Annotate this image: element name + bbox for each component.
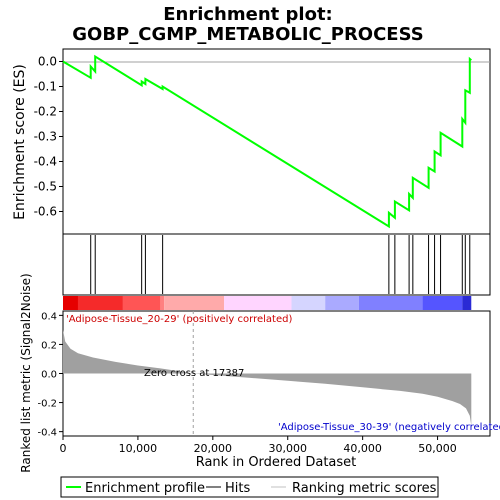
heatmap-segment <box>291 296 326 310</box>
legend-frame <box>60 476 439 498</box>
es-y-tick-label: -0.3 <box>34 130 57 144</box>
es-y-tick-label: -0.1 <box>34 80 57 94</box>
x-tick-label: 10,000 <box>119 442 158 455</box>
es-y-tick-label: -0.4 <box>34 155 57 169</box>
chart-title-line1: Enrichment plot: <box>163 4 333 25</box>
heatmap-segment <box>422 296 463 310</box>
x-tick-label: 20,000 <box>194 442 233 455</box>
x-tick-label: 30,000 <box>268 442 307 455</box>
es-y-tick-label: -0.2 <box>34 105 57 119</box>
metric-y-tick-label: -0.2 <box>37 399 57 410</box>
heatmap-segment <box>164 296 225 310</box>
heatmap-segment <box>160 296 165 310</box>
metric-y-tick-label: 0.2 <box>41 340 57 351</box>
legend-label-enrichment: Enrichment profile <box>85 481 205 496</box>
heatmap-segment <box>224 296 292 310</box>
x-axis-ticks: 0 10,000 20,000 30,000 40,000 50,000 <box>60 436 457 455</box>
x-tick-label: 50,000 <box>418 442 457 455</box>
metric-y-tick-label: -0.4 <box>37 428 57 439</box>
legend: Enrichment profile Hits Ranking metric s… <box>60 476 439 498</box>
metric-y-axis-label: Ranked list metric (Signal2Noise) <box>19 273 33 472</box>
chart-title-line2: GOBP_CGMP_METABOLIC_PROCESS <box>72 24 423 45</box>
es-y-tick-label: -0.5 <box>34 180 57 194</box>
heatmap-segment <box>358 296 423 310</box>
legend-label-hits: Hits <box>225 481 250 496</box>
hit-marks <box>90 235 471 294</box>
x-tick-label: 40,000 <box>343 442 382 455</box>
metric-y-tick-label: 0.4 <box>41 311 57 322</box>
metric-y-ticks: 0.4 0.2 0.0 -0.2 -0.4 <box>37 311 63 439</box>
heatmap-segment <box>122 296 161 310</box>
heatmap-segment <box>325 296 359 310</box>
metric-panel: Zero cross at 17387 'Adipose-Tissue_20-2… <box>19 273 500 472</box>
es-y-axis-label: Enrichment score (ES) <box>12 64 28 220</box>
heatmap-segment <box>63 296 78 310</box>
legend-label-metric: Ranking metric scores <box>292 481 437 496</box>
es-y-tick-label: -0.6 <box>34 205 57 219</box>
metric-y-tick-label: 0.0 <box>41 370 57 381</box>
es-y-ticks: 0.0 -0.1 -0.2 -0.3 -0.4 -0.5 -0.6 <box>34 55 63 219</box>
heatmap-segment <box>462 296 472 310</box>
x-axis-label: Rank in Ordered Dataset <box>196 455 357 470</box>
heatmap-segment <box>77 296 123 310</box>
positive-label: 'Adipose-Tissue_20-29' (positively corre… <box>66 314 292 325</box>
hits-panel <box>62 233 491 296</box>
rank-heatmap-bar <box>63 296 472 310</box>
ranking-metric-area <box>63 329 472 426</box>
hits-frame <box>62 233 491 296</box>
es-panel: 0.0 -0.1 -0.2 -0.3 -0.4 -0.5 -0.6 Enrichment s… <box>12 48 491 235</box>
es-y-tick-label: 0.0 <box>38 55 57 69</box>
enrichment-profile-line <box>62 54 472 229</box>
zero-cross-label: Zero cross at 17387 <box>144 368 244 379</box>
x-tick-label: 0 <box>60 442 67 455</box>
negative-label: 'Adipose-Tissue_30-39' (negatively corre… <box>278 422 500 433</box>
